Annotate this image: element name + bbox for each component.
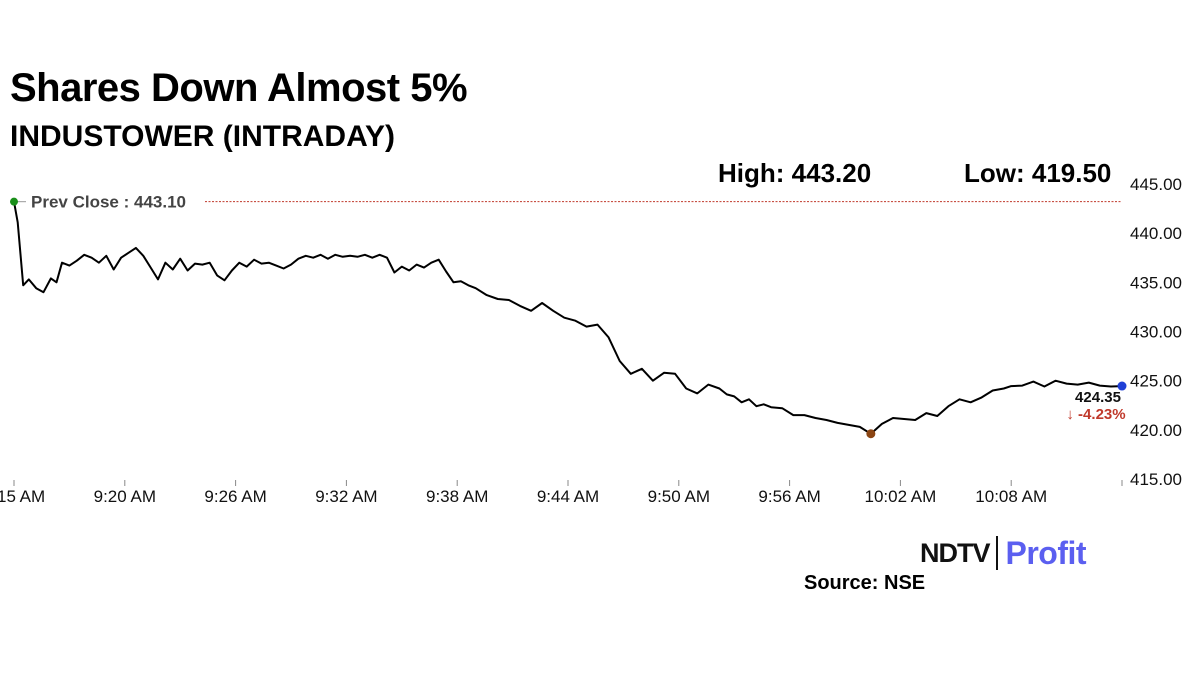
- low-marker: [866, 429, 876, 439]
- y-tick-label: 420.00: [1130, 421, 1182, 440]
- last-price-label: 424.35: [1075, 389, 1121, 406]
- x-tick-label: 9:56 AM: [758, 487, 820, 506]
- x-tick-label: 9:44 AM: [537, 487, 599, 506]
- chart-subtitle: INDUSTOWER (INTRADAY): [10, 120, 396, 153]
- y-tick-label: 435.00: [1130, 273, 1182, 292]
- x-tick-label: 9:38 AM: [426, 487, 488, 506]
- x-tick-label: 9:15 AM: [0, 487, 45, 506]
- prev-close-label: Prev Close : 443.10: [31, 193, 186, 212]
- last-price-marker: [1117, 381, 1127, 391]
- logo-ndtv-text: NDTV: [920, 537, 990, 568]
- logo-separator: [995, 536, 998, 570]
- axes: 445.00 440.00 435.00 430.00 425.00 420.00 415.…: [0, 175, 1182, 506]
- x-tick-label: 10:08 AM: [975, 487, 1047, 506]
- y-tick-label: 430.00: [1130, 323, 1182, 342]
- y-tick-label: 425.00: [1130, 372, 1182, 391]
- x-tick-label: 10:02 AM: [864, 487, 936, 506]
- price-line: [13, 201, 1123, 435]
- x-tick-label: 9:50 AM: [648, 487, 710, 506]
- markers: [10, 197, 1127, 439]
- source-label: Source: NSE: [804, 572, 926, 594]
- x-tick-label: 9:20 AM: [94, 487, 156, 506]
- change-label: ↓ -4.23%: [1066, 406, 1125, 423]
- x-tick-label: 9:26 AM: [204, 487, 266, 506]
- y-tick-label: 440.00: [1130, 224, 1182, 243]
- ndtv-profit-logo: NDTV Profit: [920, 533, 1087, 573]
- start-marker: [10, 197, 18, 206]
- logo-profit-text: Profit: [1005, 534, 1087, 571]
- chart-title: Shares Down Almost 5%: [10, 66, 468, 110]
- y-tick-label: 445.00: [1130, 175, 1182, 194]
- y-tick-label: 415.00: [1130, 470, 1182, 489]
- price-line-group: [13, 201, 1123, 435]
- low-label: Low: 419.50: [964, 158, 1112, 188]
- high-label: High: 443.20: [718, 158, 872, 188]
- labels: Prev Close : 443.10 424.35↓ -4.23%: [31, 193, 1126, 423]
- x-tick-label: 9:32 AM: [315, 487, 377, 506]
